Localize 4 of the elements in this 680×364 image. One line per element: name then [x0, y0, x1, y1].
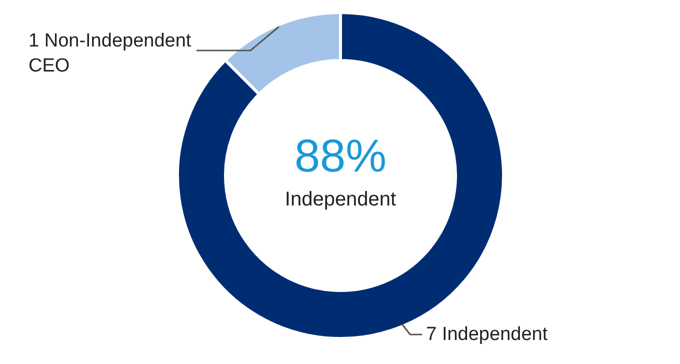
text: 88%: [294, 130, 387, 182]
slice-label: 7 Independent: [426, 324, 548, 345]
text: Independent: [284, 188, 397, 210]
slice-label: 1 Non-Independent CEO: [28, 30, 192, 77]
